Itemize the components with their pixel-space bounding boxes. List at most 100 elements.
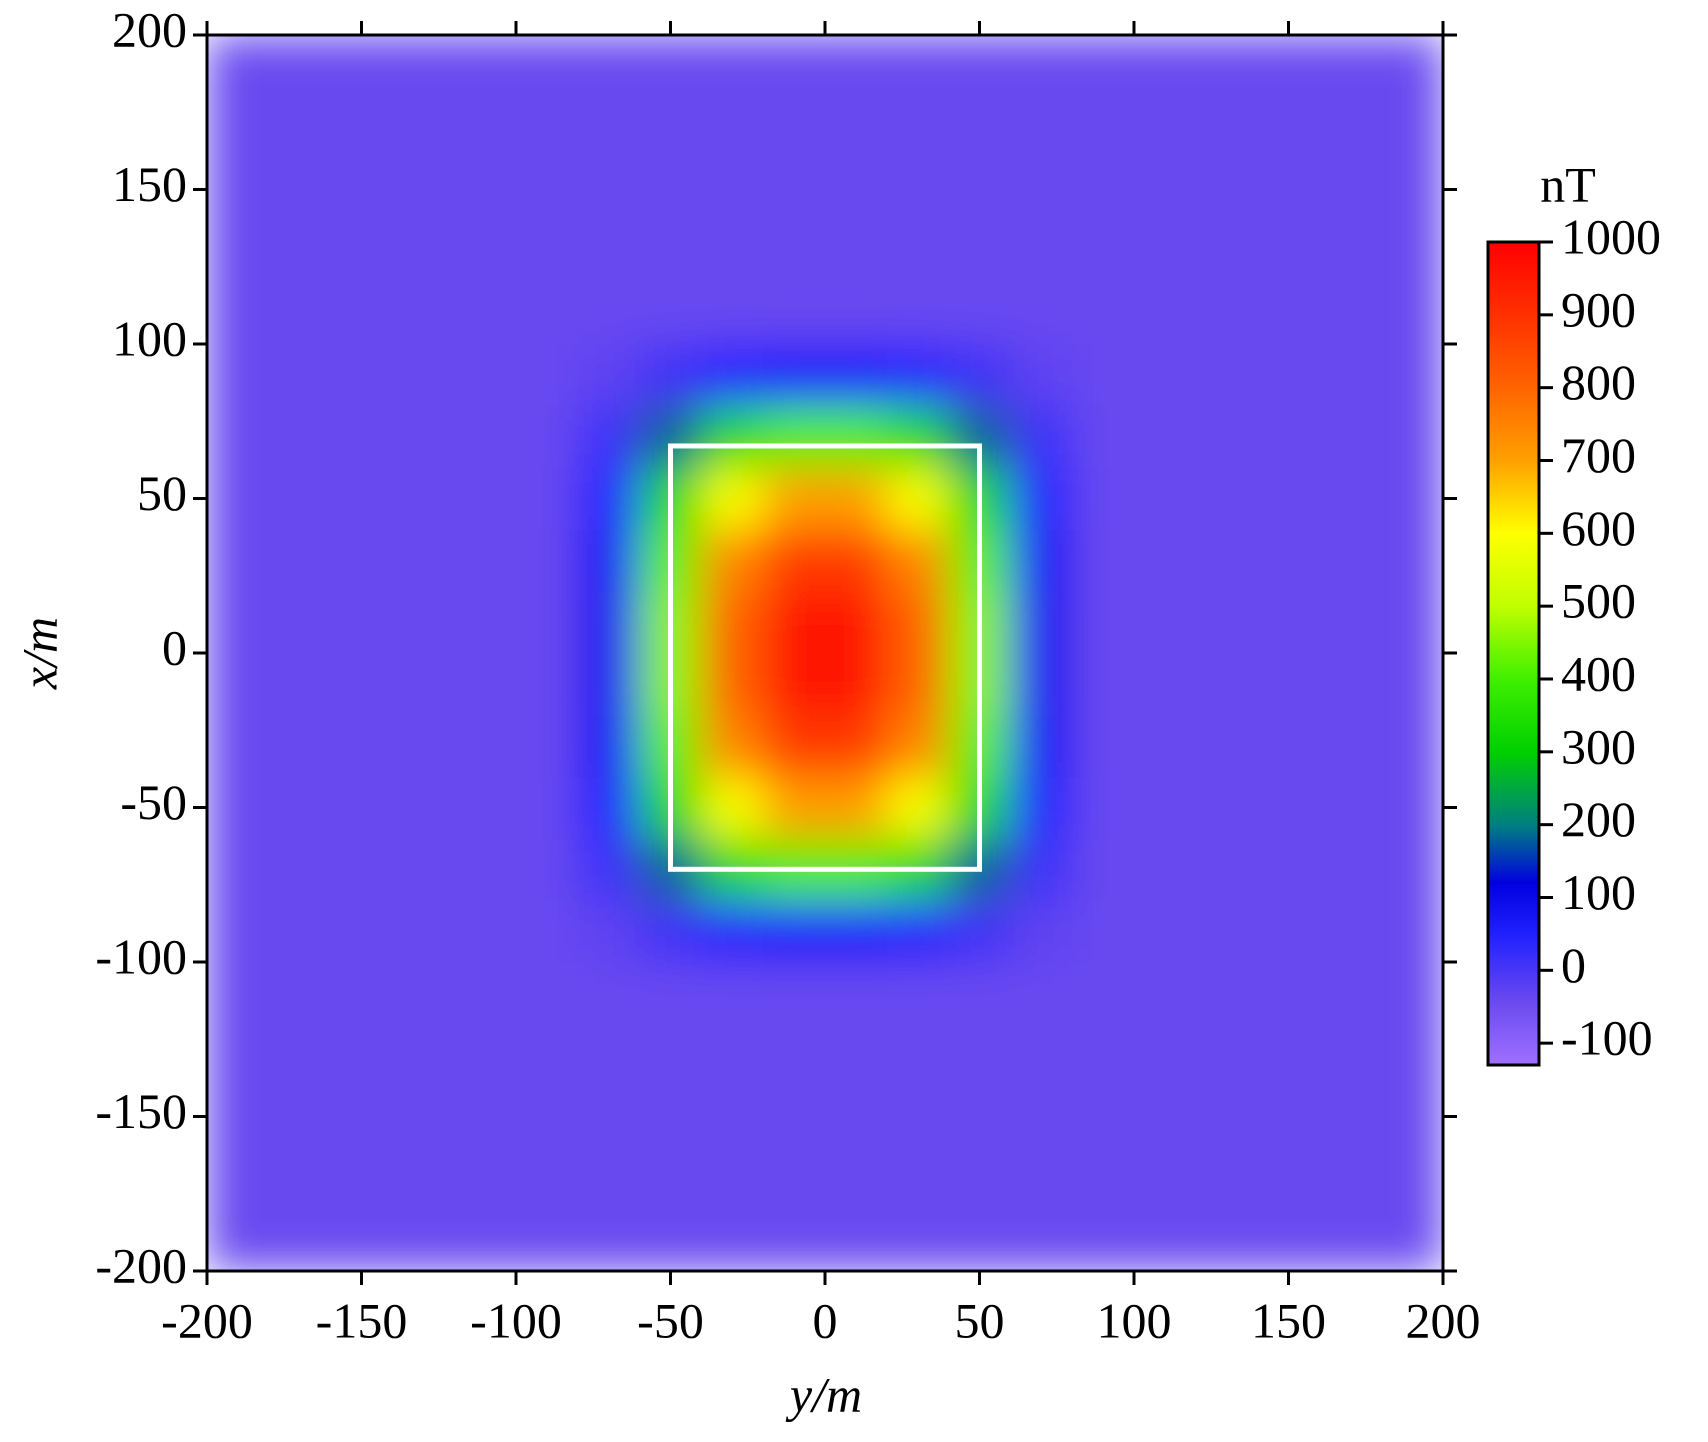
heatmap-cell [1381,653,1443,716]
heatmap-cell [392,653,455,716]
heatmap-cell [330,838,393,901]
heatmap-cell [1072,900,1135,963]
heatmap-cell [268,838,332,901]
heatmap-cell [577,1023,641,1087]
heatmap-cell [1072,1085,1135,1148]
heatmap-cell [948,96,1011,160]
heatmap-cell [1134,1147,1197,1210]
heatmap-cell [1134,529,1197,592]
heatmap-cell [577,467,641,530]
colorbar [1486,240,1541,1067]
heatmap-cell [454,1023,517,1087]
heatmap-cell [1257,220,1320,283]
heatmap-cell [1257,282,1320,345]
heatmap-cell [825,158,888,221]
heatmap-cell [1072,220,1135,283]
heatmap-cell [701,344,764,407]
heatmap-cell [1134,714,1197,778]
heatmap-cell [207,1209,270,1271]
heatmap-cell [268,529,332,592]
heatmap-cell [1010,838,1073,901]
heatmap-cell [886,776,950,839]
heatmap-cell [1010,1023,1073,1087]
heatmap-cell [516,529,579,592]
heatmap-cell [207,1147,270,1210]
heatmap-cell [392,220,455,283]
heatmap-cell [1257,776,1320,839]
heatmap-cell [1257,529,1320,592]
heatmap-cell [1195,158,1259,221]
heatmap-cell [454,35,517,98]
heatmap-cell [577,962,641,1025]
heatmap-cell [1072,96,1135,160]
heatmap-cell [886,467,950,530]
heatmap-cell [763,1023,826,1087]
heatmap-cell [1319,220,1382,283]
heatmap-cell [268,467,332,530]
heatmap-cell [1257,962,1320,1025]
heatmap-cell [1010,282,1073,345]
heatmap-cell [454,962,517,1025]
heatmap-cell [763,1209,826,1271]
heatmap-cell [1072,405,1135,469]
heatmap-cell [330,776,393,839]
heatmap-cell [1195,35,1259,98]
heatmap-cell [207,962,270,1025]
heatmap-cell [825,35,888,98]
heatmap-cell [825,529,888,592]
heatmap-cell [1195,282,1259,345]
heatmap-cell [1319,529,1382,592]
heatmap-cell [1072,1209,1135,1271]
x-tick-label: -150 [316,1292,408,1348]
heatmap-cell [1319,96,1382,160]
heatmap-cell [207,1023,270,1087]
heatmap-cell [1134,1085,1197,1148]
heatmap-cell [886,653,950,716]
heatmap-cell [1072,591,1135,654]
heatmap-cell [763,158,826,221]
heatmap-cell [763,591,826,654]
heatmap-cell [1257,1147,1320,1210]
heatmap-cell [516,96,579,160]
heatmap-cell [577,591,641,654]
heatmap-cell [639,220,702,283]
heatmap-cell [1072,467,1135,530]
heatmap-cell [1381,714,1443,778]
heatmap-cell [886,714,950,778]
heatmap-cell [330,467,393,530]
heatmap-cell [886,158,950,221]
heatmap-cell [1319,282,1382,345]
heatmap-cell [207,900,270,963]
heatmap-cell [948,962,1011,1025]
heatmap-cell [763,220,826,283]
heatmap-cell [1257,1209,1320,1271]
heatmap-cell [1257,591,1320,654]
heatmap-cell [825,344,888,407]
heatmap-cell [1134,962,1197,1025]
heatmap-cell [1381,96,1443,160]
heatmap-cell [825,96,888,160]
heatmap-cell [577,344,641,407]
heatmap-cell [207,344,270,407]
heatmap-cell [886,962,950,1025]
heatmap-cell [1134,900,1197,963]
heatmap-cell [268,1147,332,1210]
heatmap-cell [825,1147,888,1210]
heatmap-cell [1010,35,1073,98]
heatmap-cell [454,529,517,592]
heatmap-cell [577,653,641,716]
heatmap-cell [1195,714,1259,778]
heatmap-cell [330,900,393,963]
heatmap-cell [1381,776,1443,839]
heatmap-cell [886,1085,950,1148]
heatmap-cell [948,1023,1011,1087]
heatmap-cell [577,220,641,283]
heatmap-cell [886,220,950,283]
heatmap-cell [701,900,764,963]
heatmap-cell [639,1023,702,1087]
y-tick-label: 0 [162,619,187,675]
heatmap-cell [1072,1023,1135,1087]
heatmap-cell [268,591,332,654]
heatmap-cell [1195,405,1259,469]
heatmap-cell [639,35,702,98]
